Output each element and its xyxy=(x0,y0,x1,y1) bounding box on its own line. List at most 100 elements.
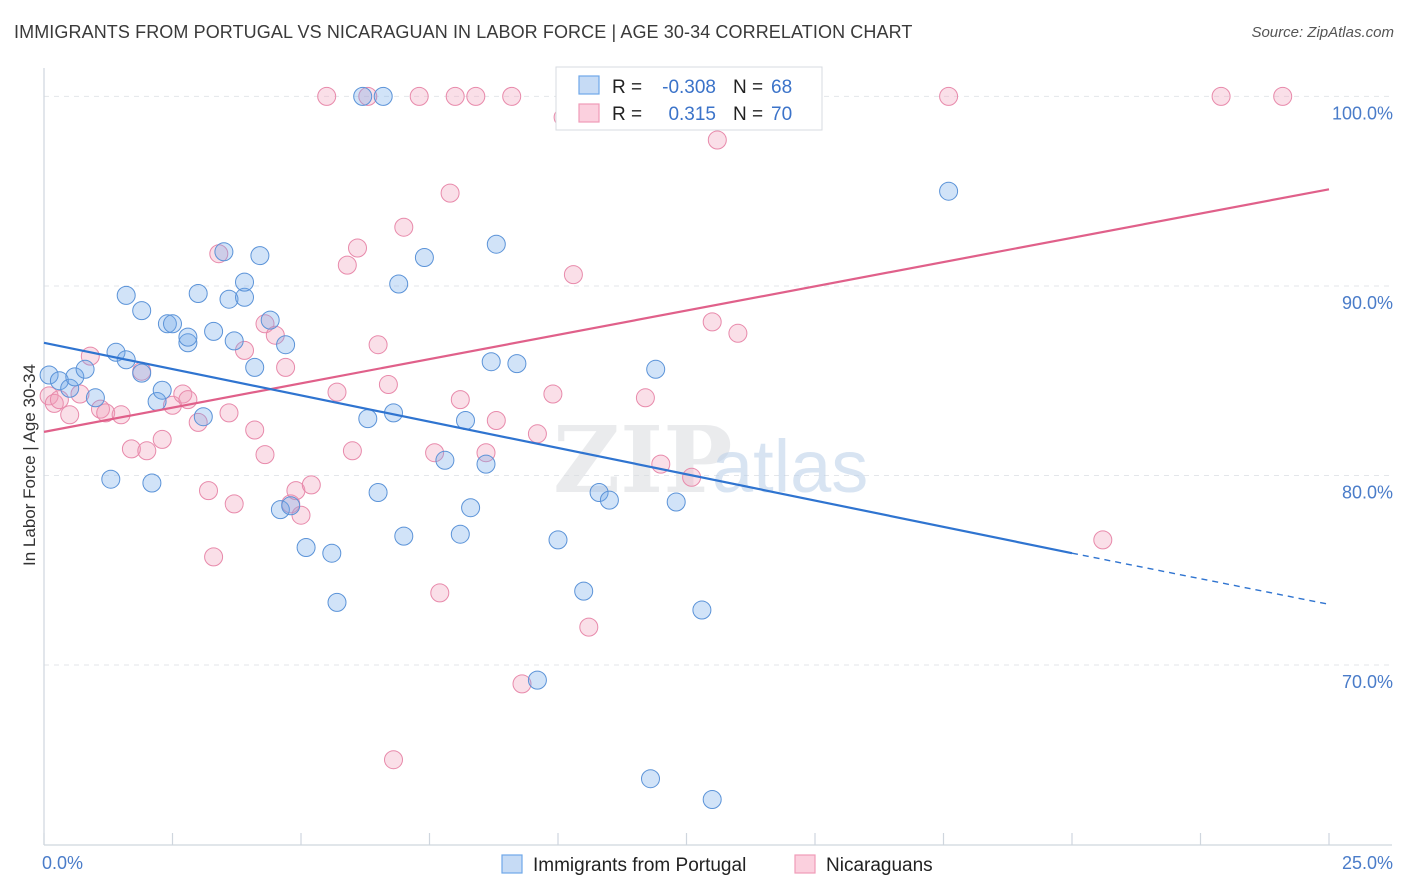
correlation-legend: R = -0.308 N = 68 R = 0.315 N = 70 xyxy=(555,66,823,131)
portugal-point xyxy=(101,469,121,489)
nicaraguan-point xyxy=(137,441,157,461)
portugal-point xyxy=(646,359,666,379)
nicaraguan-point xyxy=(44,393,64,413)
watermark: ZIP atlas xyxy=(553,406,868,514)
nicaraguan-point xyxy=(235,340,254,360)
portugal-point xyxy=(368,483,388,502)
watermark-zip: ZIP xyxy=(553,406,732,514)
nicaraguan-point xyxy=(348,238,367,258)
nicaraguan-point xyxy=(939,86,959,106)
nicaraguan-point xyxy=(265,325,285,345)
nicaraguan-point xyxy=(512,674,532,694)
portugal-point xyxy=(116,285,136,305)
grid-lines xyxy=(44,95,1392,666)
portugal-point xyxy=(327,592,347,612)
watermark-atlas: atlas xyxy=(712,425,868,508)
nicaraguan-point xyxy=(394,217,414,237)
nicaraguan-point xyxy=(702,312,722,332)
axes xyxy=(43,68,1392,846)
nicaraguan-point xyxy=(368,335,388,355)
nicaraguan-point xyxy=(543,384,563,404)
nicaraguan-point xyxy=(445,86,465,106)
nicaraguan-point xyxy=(121,439,141,459)
nicaraguan-point xyxy=(152,429,172,449)
portugal-point xyxy=(507,354,527,374)
portugal-point xyxy=(60,378,80,398)
portugal-point xyxy=(358,409,378,429)
portugal-point xyxy=(85,388,105,408)
portugal-point xyxy=(373,86,393,106)
nicaraguan-point xyxy=(527,424,547,444)
legend-swatch-portugal xyxy=(578,75,600,95)
portugal-point xyxy=(476,454,496,474)
y-tick-label: 100.0% xyxy=(1332,103,1393,123)
portugal-point xyxy=(270,500,290,520)
nicaraguan-point xyxy=(450,390,470,410)
nicaraguans-trend-line xyxy=(43,188,1330,433)
portugal-point xyxy=(245,357,265,377)
portugal-point xyxy=(461,498,481,518)
x-tick-label: 0.0% xyxy=(42,853,83,873)
chart-title: IMMIGRANTS FROM PORTUGAL VS NICARAGUAN I… xyxy=(14,22,913,42)
portugal-point xyxy=(204,321,224,341)
portugal-point xyxy=(481,352,501,372)
portugal-point xyxy=(152,380,172,400)
legend-n-value-portugal: 68 xyxy=(771,77,792,98)
portugal-point xyxy=(132,301,152,321)
x-tick-labels: 0.0% 25.0% xyxy=(42,853,1393,873)
y-tick-label: 70.0% xyxy=(1342,672,1393,692)
nicaraguan-point xyxy=(342,441,362,461)
nicaraguan-point xyxy=(707,130,727,150)
y-tick-label: 80.0% xyxy=(1342,482,1393,502)
nicaraguan-point xyxy=(476,443,496,463)
nicaraguan-point xyxy=(430,583,450,603)
portugal-point xyxy=(389,274,409,294)
x-tick-label: 25.0% xyxy=(1342,853,1393,873)
legend-swatch-nicaraguans xyxy=(578,103,600,123)
portugal-point xyxy=(142,473,162,493)
legend-n-label-nicaraguans: N = xyxy=(733,104,763,125)
legend-r-value-portugal: -0.308 xyxy=(662,77,716,98)
portugal-trend-line xyxy=(43,341,1073,555)
nicaraguans-points xyxy=(39,86,1293,770)
portugal-point xyxy=(65,367,85,387)
nicaraguan-point xyxy=(60,405,80,425)
source-credit: Source: ZipAtlas.com xyxy=(1251,24,1394,41)
nicaraguan-point xyxy=(1211,86,1231,106)
portugal-point xyxy=(702,790,722,809)
series-legend-swatch-nicaraguans xyxy=(794,854,816,874)
series-legend: Immigrants from Portugal Nicaraguans xyxy=(501,854,933,876)
nicaraguan-point xyxy=(728,323,748,343)
portugal-points xyxy=(39,86,959,809)
nicaraguan-point xyxy=(219,403,239,423)
portugal-point xyxy=(296,538,316,557)
nicaraguan-point xyxy=(317,86,337,106)
portugal-point xyxy=(599,490,619,510)
nicaraguan-point xyxy=(337,255,357,275)
y-axis-title: In Labor Force | Age 30-34 xyxy=(20,364,39,566)
nicaraguan-point xyxy=(579,617,599,637)
portugal-point xyxy=(75,359,95,379)
portugal-point xyxy=(235,287,254,307)
nicaraguan-point xyxy=(255,445,275,465)
legend-r-label-portugal: R = xyxy=(612,77,642,98)
portugal-point xyxy=(435,450,455,470)
portugal-point xyxy=(224,331,244,351)
nicaraguan-point xyxy=(188,412,208,432)
nicaraguan-point xyxy=(173,384,193,404)
portugal-point xyxy=(157,314,177,334)
portugal-point xyxy=(394,526,414,546)
series-legend-label-portugal: Immigrants from Portugal xyxy=(533,855,746,876)
nicaraguan-point xyxy=(466,86,486,106)
trend-lines xyxy=(43,188,1330,606)
nicaraguan-point xyxy=(204,547,224,567)
portugal-point xyxy=(322,543,342,563)
portugal-point xyxy=(276,335,296,355)
nicaraguan-point xyxy=(276,357,296,377)
nicaraguan-point xyxy=(425,443,445,463)
nicaraguan-point xyxy=(96,403,116,423)
correlation-legend-box xyxy=(555,66,823,131)
nicaraguan-point xyxy=(486,411,506,430)
nicaraguan-point xyxy=(70,384,90,404)
